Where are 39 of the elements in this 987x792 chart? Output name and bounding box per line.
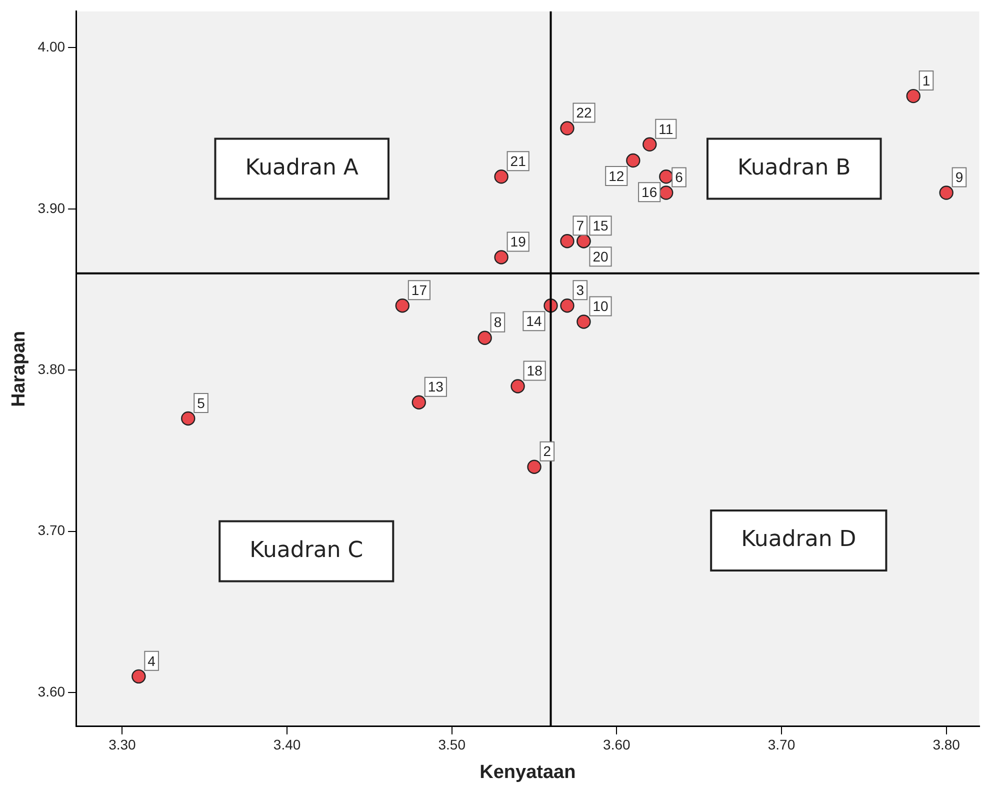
annotation: 8 bbox=[494, 314, 502, 330]
annotation: 2 bbox=[543, 443, 552, 460]
annotation: 5 bbox=[197, 394, 206, 411]
x-tick-label: 3.50 bbox=[438, 736, 466, 753]
annotation: Kuadran D bbox=[741, 527, 856, 552]
annotation: 3 bbox=[576, 282, 584, 298]
y-tick-label: 4.00 bbox=[38, 38, 66, 55]
annotation: 19 bbox=[510, 234, 526, 250]
annotation: 18 bbox=[526, 362, 543, 379]
annotation: 13 bbox=[428, 378, 444, 395]
annotation: 4 bbox=[148, 652, 156, 669]
y-tick-label: 3.60 bbox=[38, 683, 66, 700]
x-tick-label: 3.60 bbox=[603, 736, 631, 753]
y-tick-label: 3.70 bbox=[38, 522, 66, 538]
y-tick-label: 3.80 bbox=[38, 360, 66, 377]
annotation: 9 bbox=[955, 169, 964, 186]
annotation: 16 bbox=[642, 184, 658, 200]
annotation: 20 bbox=[592, 248, 608, 264]
annotation: 21 bbox=[510, 153, 526, 170]
annotation: 14 bbox=[526, 312, 542, 329]
annotation: 6 bbox=[675, 169, 684, 186]
annotation: 11 bbox=[658, 120, 674, 137]
x-tick-label: 3.30 bbox=[108, 736, 136, 753]
annotation: 15 bbox=[592, 217, 608, 234]
annotation: 17 bbox=[411, 282, 428, 298]
annotation: 10 bbox=[592, 298, 608, 314]
y-axis-title: Harapan bbox=[8, 330, 30, 407]
annotation: Kuadran C bbox=[250, 538, 364, 563]
annotation: Kuadran A bbox=[245, 155, 358, 180]
annotation: 22 bbox=[576, 104, 592, 121]
x-tick-label: 3.70 bbox=[768, 736, 796, 753]
annotation: Kuadran B bbox=[737, 155, 851, 180]
x-axis-title: Kenyataan bbox=[480, 762, 576, 783]
x-tick-label: 3.40 bbox=[273, 736, 301, 753]
annotation: 7 bbox=[576, 217, 584, 234]
annotation: 1 bbox=[922, 72, 930, 88]
x-tick-label: 3.80 bbox=[932, 736, 960, 753]
annotation: 12 bbox=[608, 168, 624, 184]
y-tick-label: 3.90 bbox=[38, 200, 66, 216]
